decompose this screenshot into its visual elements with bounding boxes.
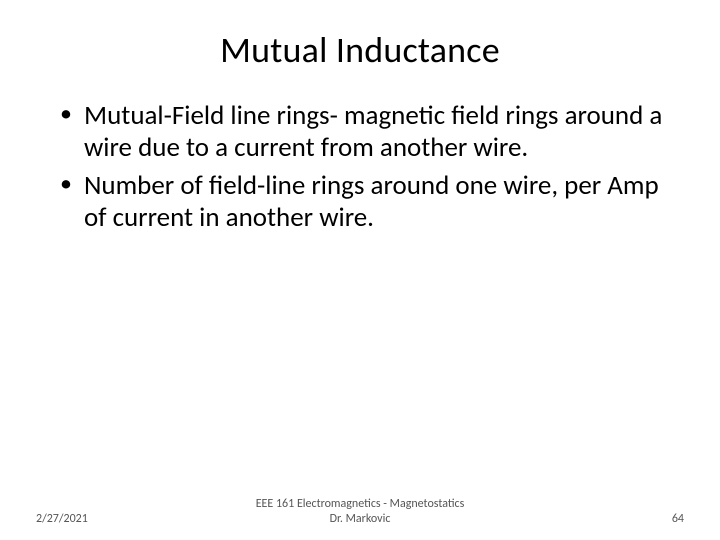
slide: Mutual Inductance Mutual-Field line ring…	[0, 0, 720, 540]
bullet-item: Number of field-line rings around one wi…	[60, 170, 680, 234]
slide-body: Mutual-Field line rings- magnetic field …	[0, 100, 720, 233]
bullet-item: Mutual-Field line rings- magnetic field …	[60, 100, 680, 164]
footer-page-number: 64	[672, 512, 684, 526]
slide-footer: 2/27/2021 EEE 161 Electromagnetics - Mag…	[0, 512, 720, 526]
footer-course-line1: EEE 161 Electromagnetics - Magnetostatic…	[256, 497, 465, 511]
slide-title: Mutual Inductance	[0, 0, 720, 100]
footer-course: EEE 161 Electromagnetics - Magnetostatic…	[256, 497, 465, 526]
footer-date: 2/27/2021	[36, 512, 88, 526]
footer-course-line2: Dr. Markovic	[256, 512, 465, 526]
